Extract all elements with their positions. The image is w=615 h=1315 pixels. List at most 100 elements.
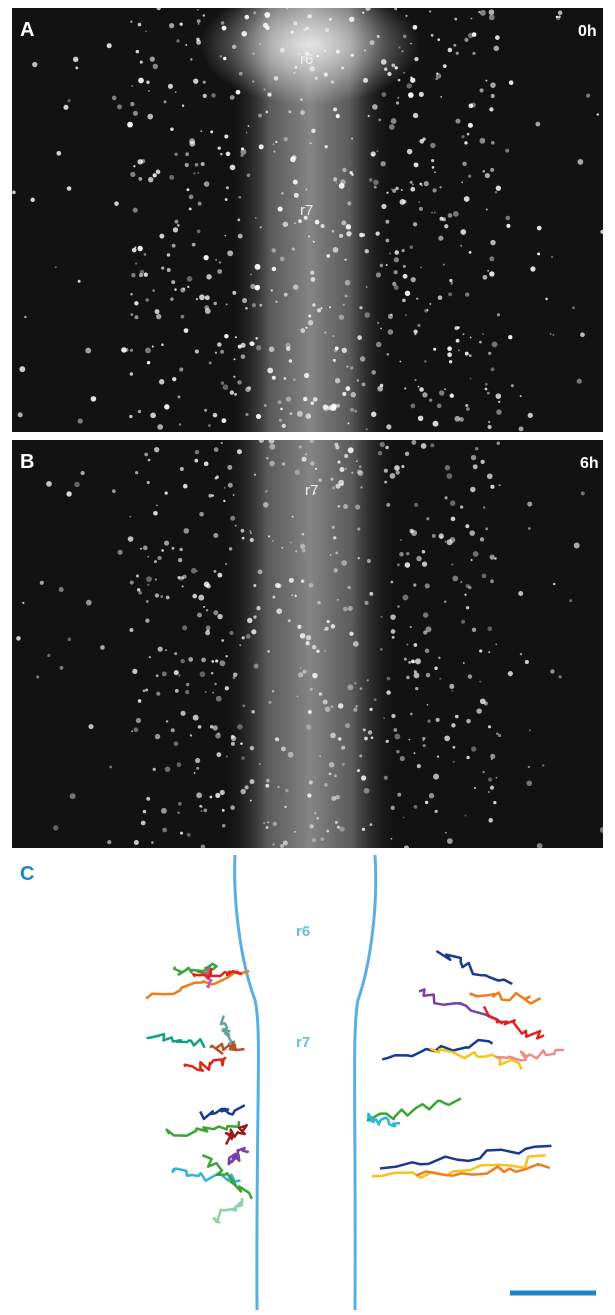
cell-speck [326,830,329,833]
cell-speck [214,302,217,305]
cell-speck [162,828,167,833]
cell-speck [445,541,447,543]
cell-speck [258,569,263,574]
cell-speck [73,57,78,62]
cell-speck [229,631,233,635]
cell-speck [577,159,583,165]
cell-speck [215,259,217,261]
cell-speck [351,54,354,57]
cell-speck [75,66,78,69]
cell-speck [198,725,202,729]
cell-speck [537,226,542,231]
cell-speck [353,641,359,647]
cell-speck [255,337,257,339]
cell-speck [208,424,211,427]
cell-speck [294,223,296,225]
cell-speck [138,591,142,595]
cell-speck [493,801,496,804]
cell-speck [66,491,71,496]
cell-speck [225,686,229,690]
cell-track [229,1148,248,1164]
cell-speck [535,122,540,127]
cell-speck [308,14,312,18]
cell-speck [178,558,182,562]
cell-speck [220,153,222,155]
cell-speck [219,660,225,666]
cell-speck [387,72,391,76]
cell-speck [350,408,354,412]
cell-speck [425,649,430,654]
cell-speck [360,687,363,690]
panel-label: B [20,451,34,473]
cell-speck [423,612,428,617]
cell-speck [129,415,132,418]
cell-speck [298,219,302,223]
cell-speck [239,72,243,76]
cell-speck [247,618,252,623]
cell-speck [411,530,417,536]
cell-speck [312,838,316,842]
cell-speck [288,752,294,758]
cell-speck [290,30,293,33]
cell-speck [461,620,465,624]
cell-speck [213,725,218,730]
cell-speck [401,189,403,191]
cell-speck [542,764,544,766]
cell-speck [433,774,439,780]
cell-speck [237,380,241,384]
cell-speck [387,677,391,681]
cell-speck [466,756,469,759]
cell-speck [138,23,142,27]
cell-speck [419,207,423,211]
cell-speck [193,79,198,84]
cell-speck [418,386,420,388]
cell-speck [281,547,283,549]
cell-speck [220,55,222,57]
cell-speck [253,615,256,618]
cell-speck [395,187,398,190]
cell-speck [473,464,478,469]
cell-speck [150,57,155,62]
cell-speck [405,15,407,17]
cell-speck [384,469,388,473]
cell-speck [346,365,348,367]
cell-speck [345,295,348,298]
cell-speck [22,602,24,604]
cell-speck [400,199,406,205]
cell-speck [407,149,413,155]
cell-speck [317,601,320,604]
cell-speck [439,186,441,188]
cell-speck [470,378,472,380]
cell-speck [388,329,394,335]
cell-speck [320,224,324,228]
cell-speck [364,737,368,741]
cell-speck [384,67,388,71]
cell-speck [112,489,116,493]
cell-speck [356,460,358,462]
cell-speck [327,620,330,623]
cell-speck [406,644,408,646]
cell-speck [413,583,416,586]
cell-speck [226,186,229,189]
cell-speck [241,529,245,533]
cell-speck [206,609,208,611]
cell-speck [402,299,406,303]
cell-speck [308,314,311,317]
cell-speck [391,629,396,634]
cell-track [221,1016,234,1046]
cell-speck [193,172,195,174]
cell-speck [363,728,366,731]
cell-speck [361,775,366,780]
cell-speck [339,467,344,472]
cell-speck [187,833,191,837]
cell-speck [159,379,164,384]
cell-speck [250,800,252,802]
cell-speck [466,719,471,724]
cell-speck [453,211,459,217]
cell-speck [138,699,142,703]
cell-speck [250,532,252,534]
cell-speck [362,828,365,831]
cell-speck [457,326,460,329]
cell-speck [410,43,412,45]
cell-speck [152,289,155,292]
